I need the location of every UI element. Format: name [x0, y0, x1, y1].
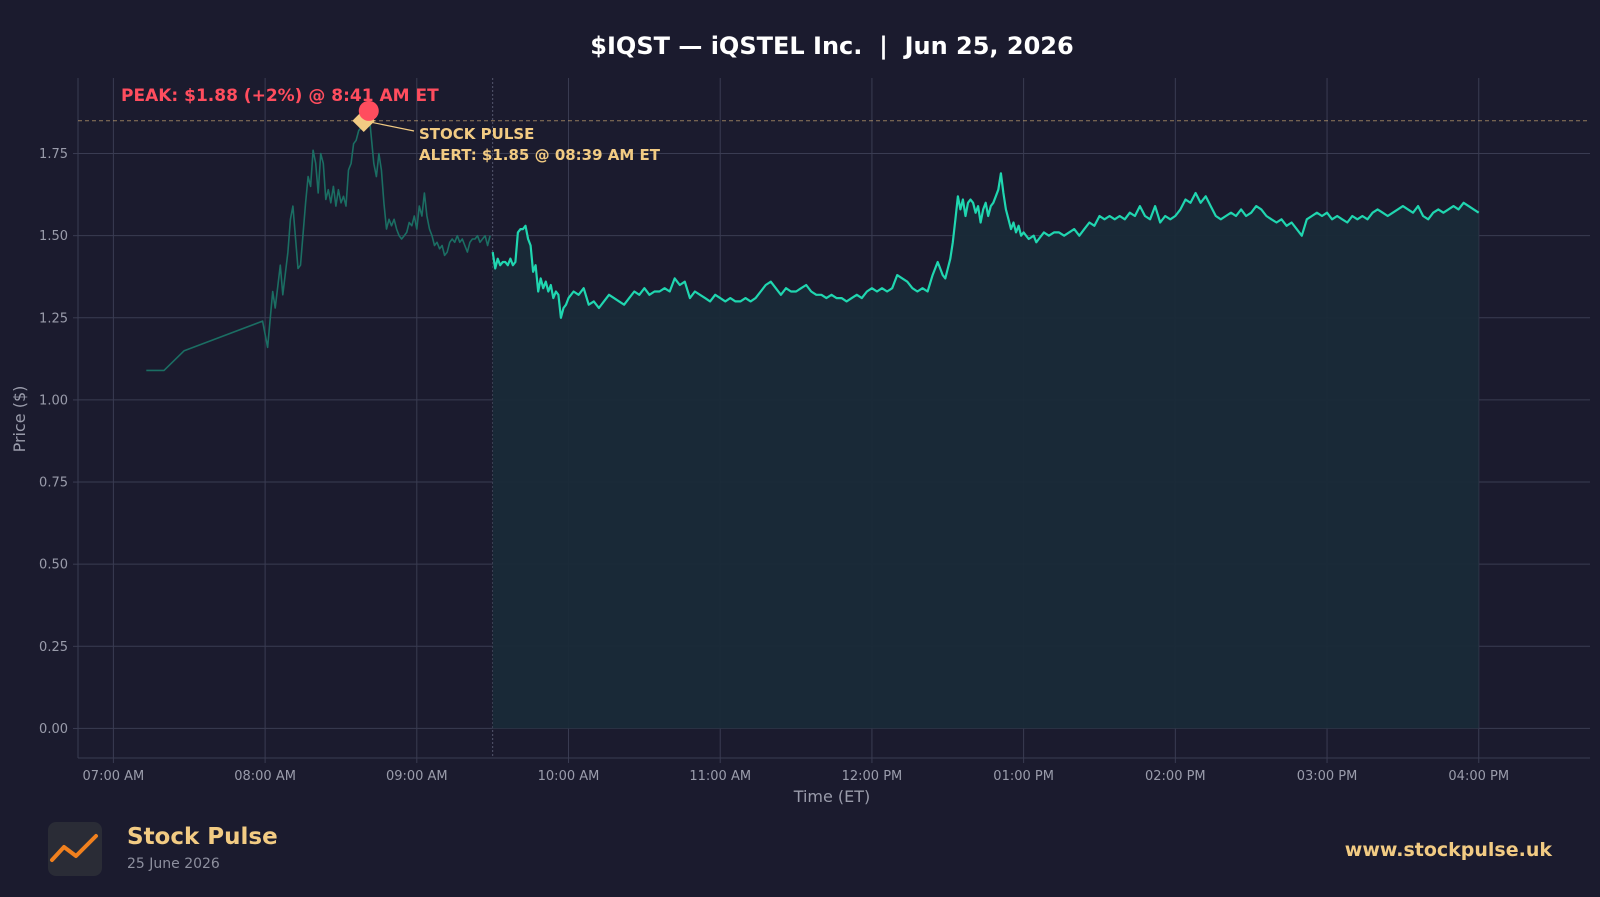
alert-label-line1: STOCK PULSE — [419, 125, 534, 143]
chart-title: $IQST — iQSTEL Inc. | Jun 25, 2026 — [590, 32, 1073, 60]
x-tick-label: 07:00 AM — [83, 769, 145, 784]
axes: 0.00 0.25 0.50 0.75 1.00 1.25 1.50 1.75 07:00 AM… — [39, 78, 1590, 784]
regular-price-line — [491, 172, 1480, 319]
area-fill — [492, 173, 1479, 729]
y-tick-label: 1.25 — [39, 311, 68, 326]
x-tick-label: 11:00 AM — [689, 769, 751, 784]
y-tick-label: 1.00 — [39, 393, 68, 408]
price-lines — [146, 110, 1480, 372]
y-tick-label: 0.25 — [39, 640, 68, 655]
x-tick-label: 04:00 PM — [1448, 769, 1509, 784]
x-tick-label: 01:00 PM — [993, 769, 1054, 784]
premarket-price-line — [146, 110, 491, 372]
peak-marker — [358, 100, 379, 121]
x-tick-label: 10:00 AM — [538, 769, 600, 784]
annotations: STOCK PULSE ALERT: $1.85 @ 08:39 AM ET PEA… — [78, 86, 1590, 164]
x-tick-label: 02:00 PM — [1145, 769, 1206, 784]
x-tick-label: 12:00 PM — [842, 769, 903, 784]
x-tick-label: 03:00 PM — [1297, 769, 1358, 784]
y-tick-label: 1.50 — [39, 229, 68, 244]
y-tick-label: 1.75 — [39, 147, 68, 162]
x-tick-label: 09:00 AM — [386, 769, 448, 784]
y-tick-label: 0.75 — [39, 476, 68, 491]
y-tick-label: 0.00 — [39, 722, 68, 737]
stock-pulse-logo-icon — [48, 822, 102, 876]
y-axis-label: Price ($) — [10, 386, 29, 453]
regular-session-area — [492, 173, 1479, 729]
footer-date: 25 June 2026 — [127, 856, 220, 872]
peak-label: PEAK: $1.88 (+2%) @ 8:41 AM ET — [121, 86, 439, 106]
footer-url[interactable]: www.stockpulse.uk — [1344, 839, 1552, 861]
footer-brand: Stock Pulse — [127, 824, 278, 850]
x-axis-label: Time (ET) — [793, 787, 871, 806]
alert-label-line2: ALERT: $1.85 @ 08:39 AM ET — [419, 146, 661, 164]
x-tick-label: 08:00 AM — [234, 769, 296, 784]
y-tick-label: 0.50 — [39, 558, 68, 573]
